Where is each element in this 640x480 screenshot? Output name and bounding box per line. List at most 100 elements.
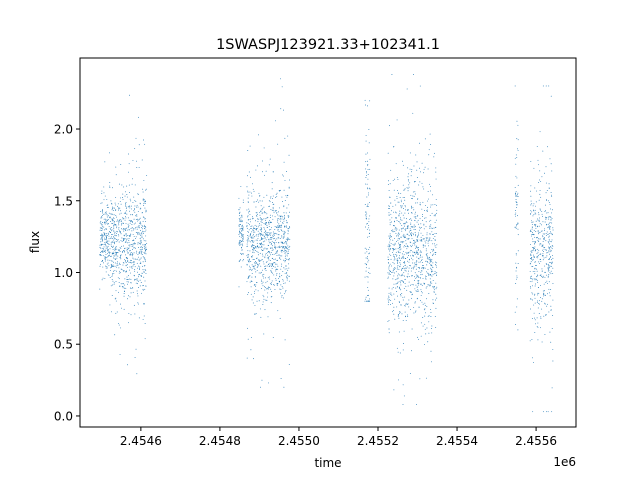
data-point	[548, 201, 550, 203]
data-point	[114, 207, 116, 209]
data-point	[261, 259, 263, 261]
data-point	[115, 255, 117, 257]
data-point	[515, 212, 517, 214]
data-point	[261, 258, 263, 260]
data-point	[126, 251, 128, 253]
data-point	[122, 218, 124, 220]
data-point	[366, 276, 368, 278]
data-point	[270, 244, 272, 245]
data-point	[265, 261, 267, 263]
data-point	[284, 268, 286, 270]
data-point	[425, 333, 427, 335]
data-point	[543, 233, 545, 235]
data-point	[402, 203, 404, 205]
data-point	[133, 239, 135, 241]
data-point	[532, 259, 534, 261]
data-point	[411, 257, 412, 259]
data-point	[536, 253, 538, 255]
data-point	[265, 282, 267, 284]
data-point	[515, 283, 517, 284]
data-point	[413, 240, 415, 241]
data-point	[548, 257, 550, 259]
data-point	[108, 233, 110, 235]
data-point	[283, 218, 285, 220]
data-point	[413, 242, 415, 244]
data-point	[102, 259, 104, 261]
data-point	[264, 236, 265, 238]
data-point	[129, 192, 130, 194]
data-point	[514, 187, 516, 189]
data-point	[135, 258, 137, 260]
data-point	[288, 249, 290, 250]
data-point	[120, 221, 122, 223]
data-point	[135, 137, 137, 139]
data-point	[414, 229, 416, 230]
data-point	[144, 269, 146, 271]
data-point	[400, 205, 401, 207]
data-point	[536, 236, 538, 238]
data-point	[125, 202, 127, 204]
data-point	[241, 241, 243, 243]
data-point	[398, 257, 400, 259]
data-point	[263, 235, 265, 237]
data-point	[401, 206, 403, 208]
data-point	[415, 216, 417, 218]
data-point	[265, 270, 267, 271]
data-point	[411, 297, 413, 299]
data-point	[111, 284, 113, 286]
data-point	[252, 242, 254, 243]
data-point	[108, 265, 110, 267]
data-point	[269, 252, 271, 254]
data-point	[105, 238, 107, 240]
data-point	[429, 237, 431, 239]
data-point	[545, 233, 547, 234]
data-point	[551, 248, 553, 250]
data-point	[260, 210, 261, 212]
data-point	[533, 203, 535, 205]
data-point	[127, 266, 128, 268]
data-point	[404, 275, 406, 277]
data-point	[136, 373, 138, 375]
data-point	[277, 259, 279, 261]
data-point	[254, 261, 256, 262]
data-point	[537, 279, 539, 281]
data-point	[399, 257, 401, 259]
data-point	[548, 288, 550, 290]
data-point	[430, 268, 432, 270]
data-point	[247, 175, 248, 177]
data-point	[281, 263, 283, 265]
data-point	[416, 240, 418, 242]
data-point	[285, 225, 287, 227]
data-point	[531, 211, 533, 213]
data-point	[135, 219, 137, 220]
data-point	[422, 265, 423, 266]
data-point	[550, 232, 552, 234]
data-point	[126, 210, 128, 212]
data-point	[539, 244, 541, 246]
data-point	[392, 250, 394, 252]
data-point	[272, 265, 274, 267]
data-point	[289, 238, 291, 240]
data-point	[108, 253, 110, 255]
data-point	[288, 276, 290, 277]
data-point	[240, 232, 241, 234]
data-point	[284, 137, 286, 139]
data-point	[412, 251, 414, 253]
data-point	[552, 272, 554, 274]
data-point	[105, 271, 107, 273]
data-point	[119, 249, 121, 251]
data-point	[399, 262, 401, 264]
data-point	[276, 273, 278, 275]
data-point	[106, 222, 108, 224]
data-point	[143, 203, 145, 205]
data-point	[279, 225, 281, 227]
data-point	[419, 181, 421, 183]
data-point	[275, 197, 277, 198]
data-point	[142, 256, 144, 258]
data-point	[101, 210, 103, 211]
data-point	[551, 239, 553, 241]
data-point	[277, 236, 279, 238]
data-point	[405, 240, 407, 242]
data-point	[539, 217, 541, 219]
data-points	[99, 74, 554, 413]
